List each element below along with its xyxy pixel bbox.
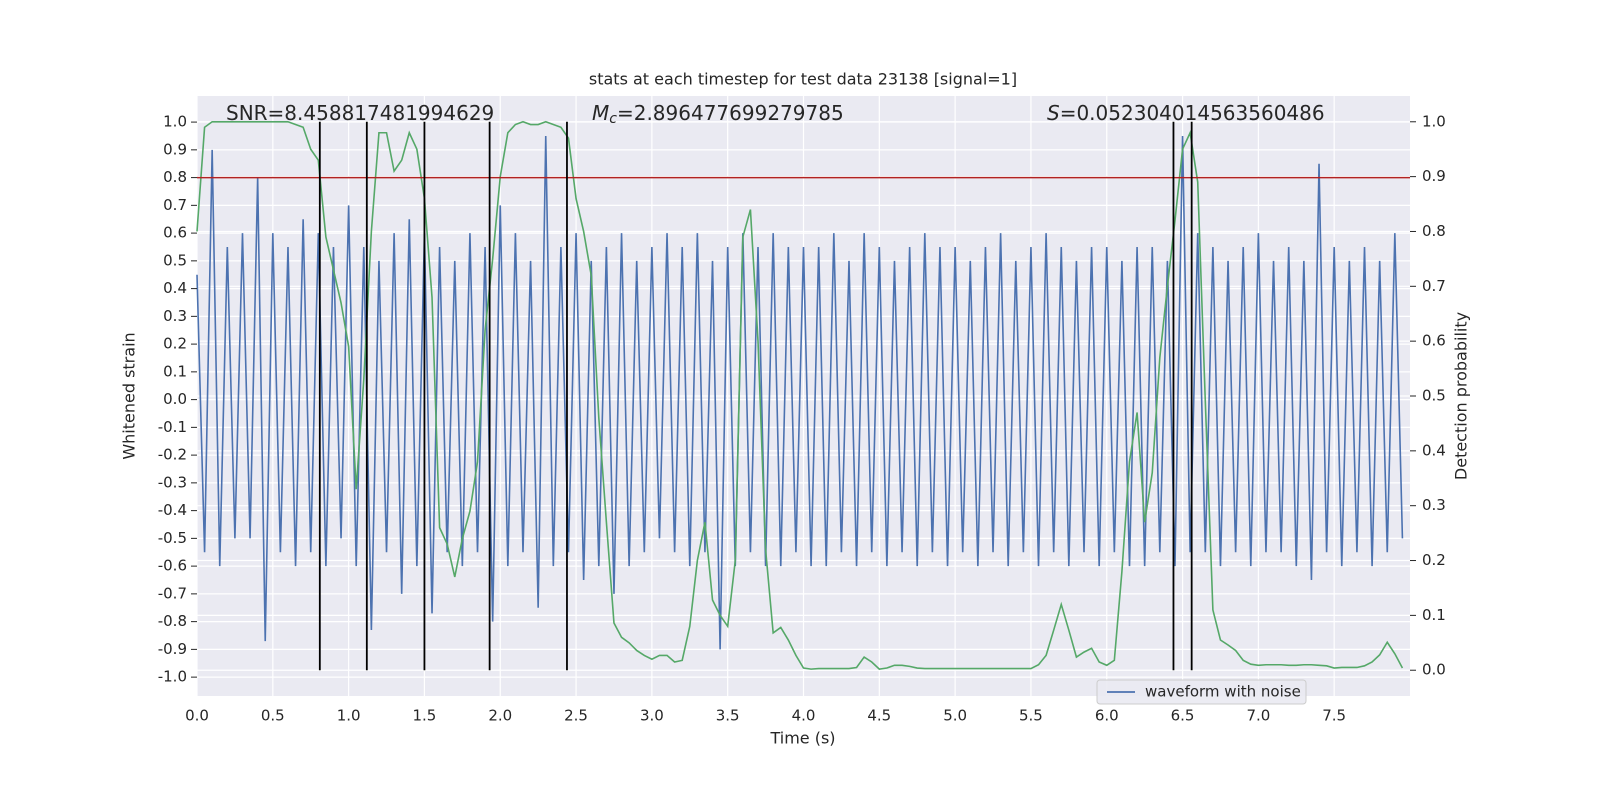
y2-tick-label: 0.3: [1422, 496, 1446, 514]
x-tick-label: 1.0: [337, 707, 361, 725]
x-tick-label: 4.5: [867, 707, 891, 725]
y-tick-label: 1.0: [163, 113, 187, 131]
y-tick-label: -0.7: [158, 584, 187, 602]
x-tick-label: 7.0: [1246, 707, 1270, 725]
annotation: Mc=2.896477699279785: [592, 101, 844, 128]
x-tick-label: 3.5: [716, 707, 740, 725]
annotation-symbol: S: [1047, 101, 1060, 125]
x-tick-label: 6.5: [1171, 707, 1195, 725]
y-tick-label: -0.1: [158, 418, 187, 436]
x-tick-label: 5.0: [943, 707, 967, 725]
x-axis-label: Time (s): [769, 729, 835, 748]
annotation-text: =2.896477699279785: [617, 101, 844, 125]
y-tick-label: -0.9: [158, 640, 187, 658]
legend-label: waveform with noise: [1145, 683, 1301, 701]
y-tick-label: 0.9: [163, 140, 187, 158]
y-tick-label: 0.3: [163, 307, 187, 325]
y-axis-label: Whitened strain: [120, 332, 139, 459]
y-tick-label: -0.2: [158, 446, 187, 464]
y2-tick-label: 0.6: [1422, 332, 1446, 350]
legend-box: [1096, 679, 1307, 705]
annotation: S=0.052304014563560486: [1047, 101, 1325, 125]
y2-tick-label: 0.2: [1422, 551, 1446, 569]
y2-tick-label: 1.0: [1422, 112, 1446, 130]
x-tick-label: 6.0: [1095, 707, 1119, 725]
annotation-symbol: M: [592, 101, 609, 125]
x-tick-label: 2.5: [564, 707, 588, 725]
x-tick-label: 1.5: [413, 707, 437, 725]
y2-tick-label: 0.0: [1422, 661, 1446, 679]
x-tick-label: 4.0: [792, 707, 816, 725]
x-tick-label: 2.0: [488, 707, 512, 725]
y-tick-label: 0.1: [163, 362, 187, 380]
annotation-text: =0.052304014563560486: [1060, 101, 1325, 125]
y2-axis-label: Detection probability: [1452, 312, 1471, 480]
y-tick-label: 0.5: [163, 251, 187, 269]
y2-tick-label: 0.4: [1422, 441, 1446, 459]
chart-title: stats at each timestep for test data 231…: [589, 70, 1017, 89]
y2-tick-label: 0.7: [1422, 277, 1446, 295]
x-tick-label: 3.0: [640, 707, 664, 725]
y2-tick-label: 0.9: [1422, 167, 1446, 185]
series-line: [196, 120, 1404, 670]
y2-tick-label: 0.8: [1422, 222, 1446, 240]
y2-tick-label: 0.1: [1422, 606, 1446, 624]
y-tick-label: 0.7: [163, 196, 187, 214]
y-tick-label: -1.0: [158, 668, 187, 686]
x-tick-label: 7.5: [1322, 707, 1346, 725]
y-tick-label: -0.4: [158, 501, 187, 519]
marks: [196, 120, 1410, 671]
series-line: [196, 135, 1404, 650]
y-tick-label: 0.2: [163, 335, 187, 353]
y-tick-label: 0.4: [163, 279, 187, 297]
y-tick-label: 0.8: [163, 168, 187, 186]
x-tick-label: 5.5: [1019, 707, 1043, 725]
y-tick-label: -0.8: [158, 612, 187, 630]
x-tick-label: 0.0: [185, 707, 209, 725]
annotation: SNR=8.458817481994629: [226, 101, 494, 125]
y-tick-label: 0.6: [163, 224, 187, 242]
y-tick-label: -0.5: [158, 529, 187, 547]
y-tick-label: -0.6: [158, 557, 187, 575]
annotation-subscript: c: [609, 111, 617, 127]
x-tick-label: 0.5: [261, 707, 285, 725]
y-tick-label: 0.0: [163, 390, 187, 408]
annotation-text: SNR=8.458817481994629: [226, 101, 494, 125]
y2-tick-label: 0.5: [1422, 387, 1446, 405]
y-tick-label: -0.3: [158, 473, 187, 491]
